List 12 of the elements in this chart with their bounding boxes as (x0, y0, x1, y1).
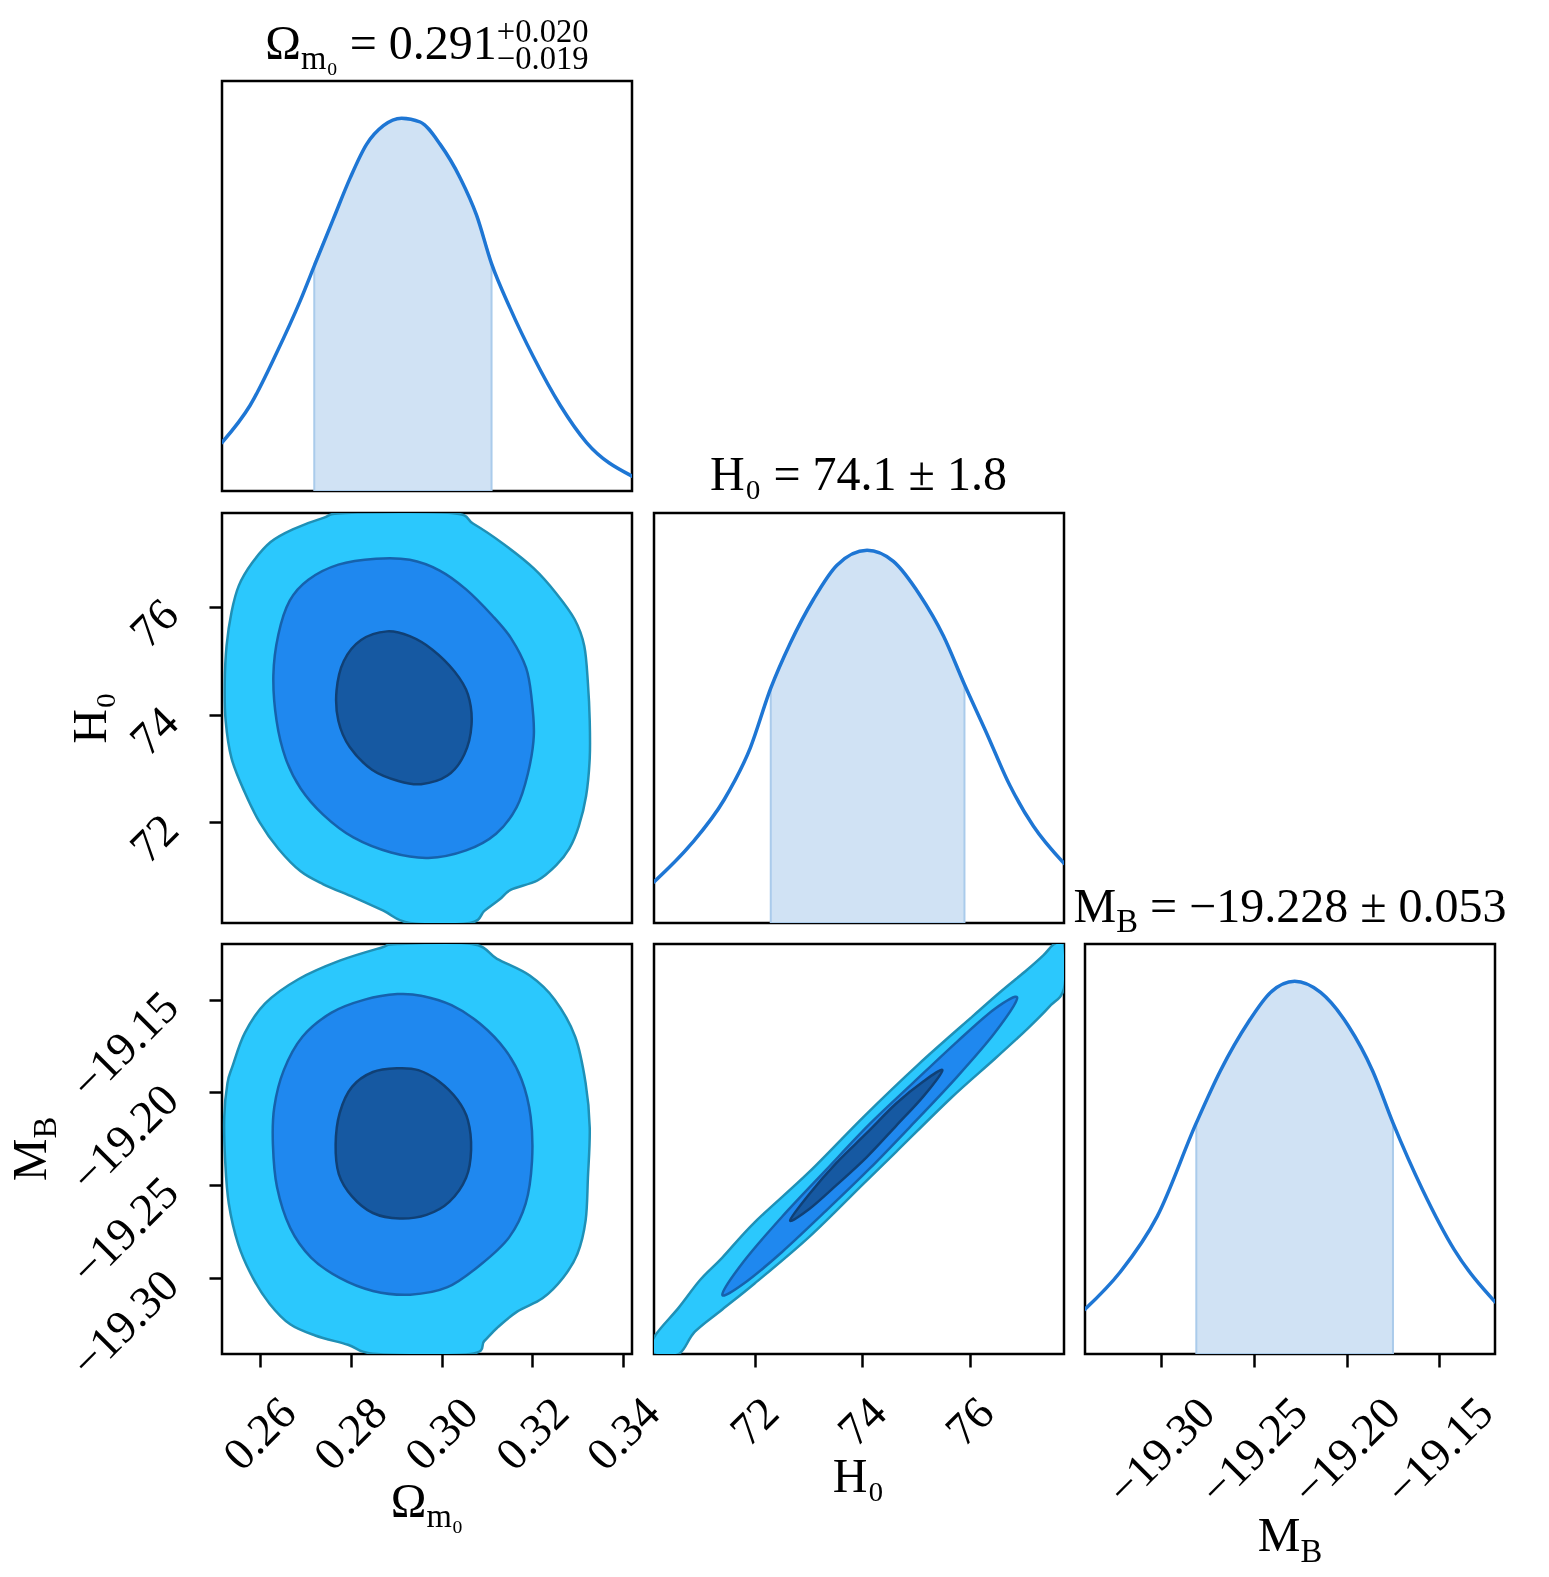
y-tick-label: 72 (119, 803, 189, 872)
x-tick-label: 0.26 (212, 1386, 306, 1480)
x-tick-label: 72 (719, 1386, 788, 1456)
x-tick-label: 0.32 (485, 1386, 579, 1480)
chart-title: M$_{B}$ = −19.228 ± 0.053 (1073, 878, 1507, 940)
y-tick-label: 76 (119, 588, 189, 657)
y-tick-label: 74 (119, 695, 189, 765)
chart-title: H₀ = 74.1 ± 1.8 (710, 447, 1007, 501)
x-axis-title: M$_{B}$ (1257, 1508, 1323, 1569)
x-tick-label: 0.34 (576, 1386, 670, 1480)
x-tick-label: 76 (934, 1386, 1004, 1456)
y-axis-title: H₀ (62, 691, 116, 744)
